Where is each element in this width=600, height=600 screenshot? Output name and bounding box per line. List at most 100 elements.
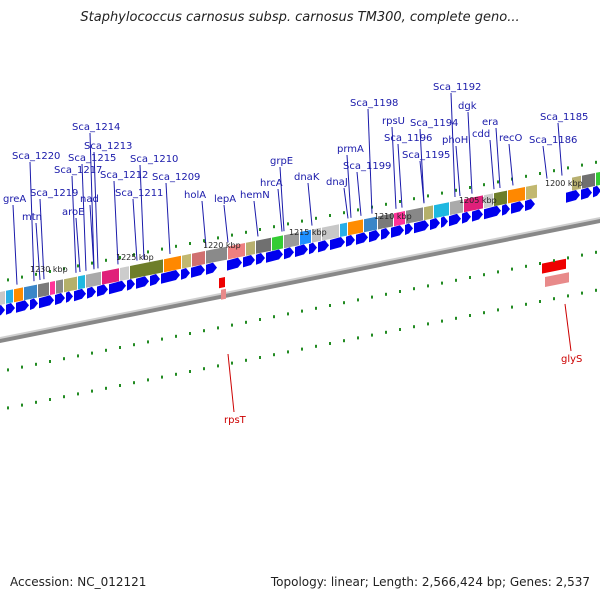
gene-arrow-forward: [593, 185, 600, 198]
gene-arrow-forward: [356, 232, 368, 245]
gene-label: Sca_1194: [410, 118, 458, 129]
leader-line: [279, 166, 285, 232]
gene-arrow-forward: [6, 303, 15, 315]
gene-label: Sca_1217: [54, 165, 102, 176]
gene-arrow-forward: [405, 223, 413, 235]
leader-line: [467, 111, 473, 194]
gene-arrow-reverse: [542, 258, 566, 274]
gene-label: Sca_1209: [152, 172, 200, 183]
leader-line: [542, 145, 548, 179]
gene-arrow-forward: [191, 265, 205, 278]
leader-line: [201, 200, 207, 247]
gene-label: Sca_1214: [72, 122, 120, 133]
feature-band: [484, 193, 493, 209]
gene-label: Sca_1211: [115, 188, 163, 199]
gene-label: greA: [3, 194, 26, 205]
leader-line: [223, 204, 229, 243]
gene-arrows: [0, 185, 600, 316]
gene-label: cdd: [472, 129, 490, 140]
feature-band: [450, 199, 463, 215]
feature-band: [394, 211, 405, 227]
gene-arrow-forward: [74, 288, 86, 302]
gene-arrow-forward: [136, 276, 149, 289]
gene-label: Sca_1213: [84, 141, 132, 152]
axis: [0, 217, 600, 343]
gene-arrow-forward: [449, 213, 461, 227]
gene-arrow-forward: [330, 237, 345, 250]
axis-highlight: [0, 217, 600, 339]
leader-line: [39, 198, 45, 280]
gene-label: Sca_1198: [350, 98, 398, 109]
leader-line: [307, 182, 313, 226]
gene-label: lepA: [214, 194, 236, 205]
leader-line: [165, 182, 171, 255]
gene-label: Sca_1195: [402, 150, 450, 161]
gene-arrow-forward: [109, 280, 126, 295]
gene-arrow-forward: [462, 211, 471, 224]
gene-label: Sca_1219: [30, 188, 78, 199]
leader-line: [71, 175, 77, 273]
leader-line: [367, 108, 373, 214]
feature-band: [312, 227, 321, 243]
gene-arrow-forward: [381, 228, 390, 240]
feature-band: [424, 205, 433, 221]
feature-band: [38, 282, 49, 298]
gene-labels: 1230 kbp 1225 kbp 1220 kbp 1215 kbp 1210 kbp…: [3, 82, 588, 426]
gene-label: Sca_1212: [100, 170, 148, 181]
gene-label: Sca_1210: [130, 154, 178, 165]
feature-band: [434, 202, 449, 219]
gene-label: era: [482, 117, 498, 128]
feature-band: [378, 213, 393, 230]
leader-line: [12, 204, 18, 285]
feature-band: [192, 251, 205, 267]
gene-arrow-forward: [369, 230, 380, 243]
gene-arrow-forward: [206, 262, 217, 275]
leader-line: [81, 163, 87, 271]
feature-band: [284, 232, 299, 249]
gene-label: nad: [80, 194, 99, 205]
leader-line: [455, 145, 461, 197]
leader-line: [557, 122, 563, 176]
gene-arrow-forward: [414, 220, 429, 234]
leader-line-reverse: [227, 353, 235, 413]
gene-arrow-forward: [284, 247, 294, 260]
axis-bar: [0, 218, 600, 343]
gene-label: Sca_1192: [433, 82, 481, 93]
feature-band: [14, 287, 23, 303]
gene-arrow-forward: [66, 291, 73, 303]
feature-band: [256, 237, 271, 254]
tick-label: 1225 kbp: [116, 253, 154, 262]
gene-arrow-forward: [16, 300, 29, 313]
gene-arrow-forward: [566, 190, 580, 203]
leader-line: [495, 127, 501, 189]
gene-arrow-forward: [502, 204, 510, 216]
gene-label: hemN: [240, 190, 270, 201]
feature-band: [464, 195, 483, 213]
leader-line: [277, 188, 283, 232]
gene-label: grpE: [270, 156, 293, 167]
feature-band: [24, 284, 37, 301]
gene-arrow-forward: [243, 255, 255, 268]
gene-arrow-forward: [181, 268, 190, 280]
leader-line: [346, 154, 352, 218]
map-title: Staphylococcus carnosus subsp. carnosus …: [80, 10, 520, 25]
gene-arrow-forward: [161, 270, 180, 284]
gene-label: hrcA: [260, 178, 283, 189]
gene-label: Sca_1199: [343, 161, 391, 172]
gene-arrow-reverse: [219, 277, 225, 289]
gene-arrow-forward: [581, 187, 592, 200]
leader-line: [75, 217, 81, 273]
gene-arrow-forward: [346, 235, 355, 247]
feature-band: [272, 235, 283, 251]
gene-arrow-forward: [97, 284, 108, 297]
gene-arrow-forward: [0, 305, 5, 316]
feature-band: [56, 279, 63, 294]
gene-arrow-forward: [391, 225, 404, 238]
feature-band: [130, 259, 163, 279]
feature-band: [300, 229, 311, 245]
gene-label: dnaJ: [326, 177, 348, 188]
gene-label-reverse: rpsT: [224, 415, 247, 426]
leader-line: [397, 143, 403, 208]
leader-line: [93, 151, 99, 269]
gene-arrow-forward: [318, 240, 329, 253]
